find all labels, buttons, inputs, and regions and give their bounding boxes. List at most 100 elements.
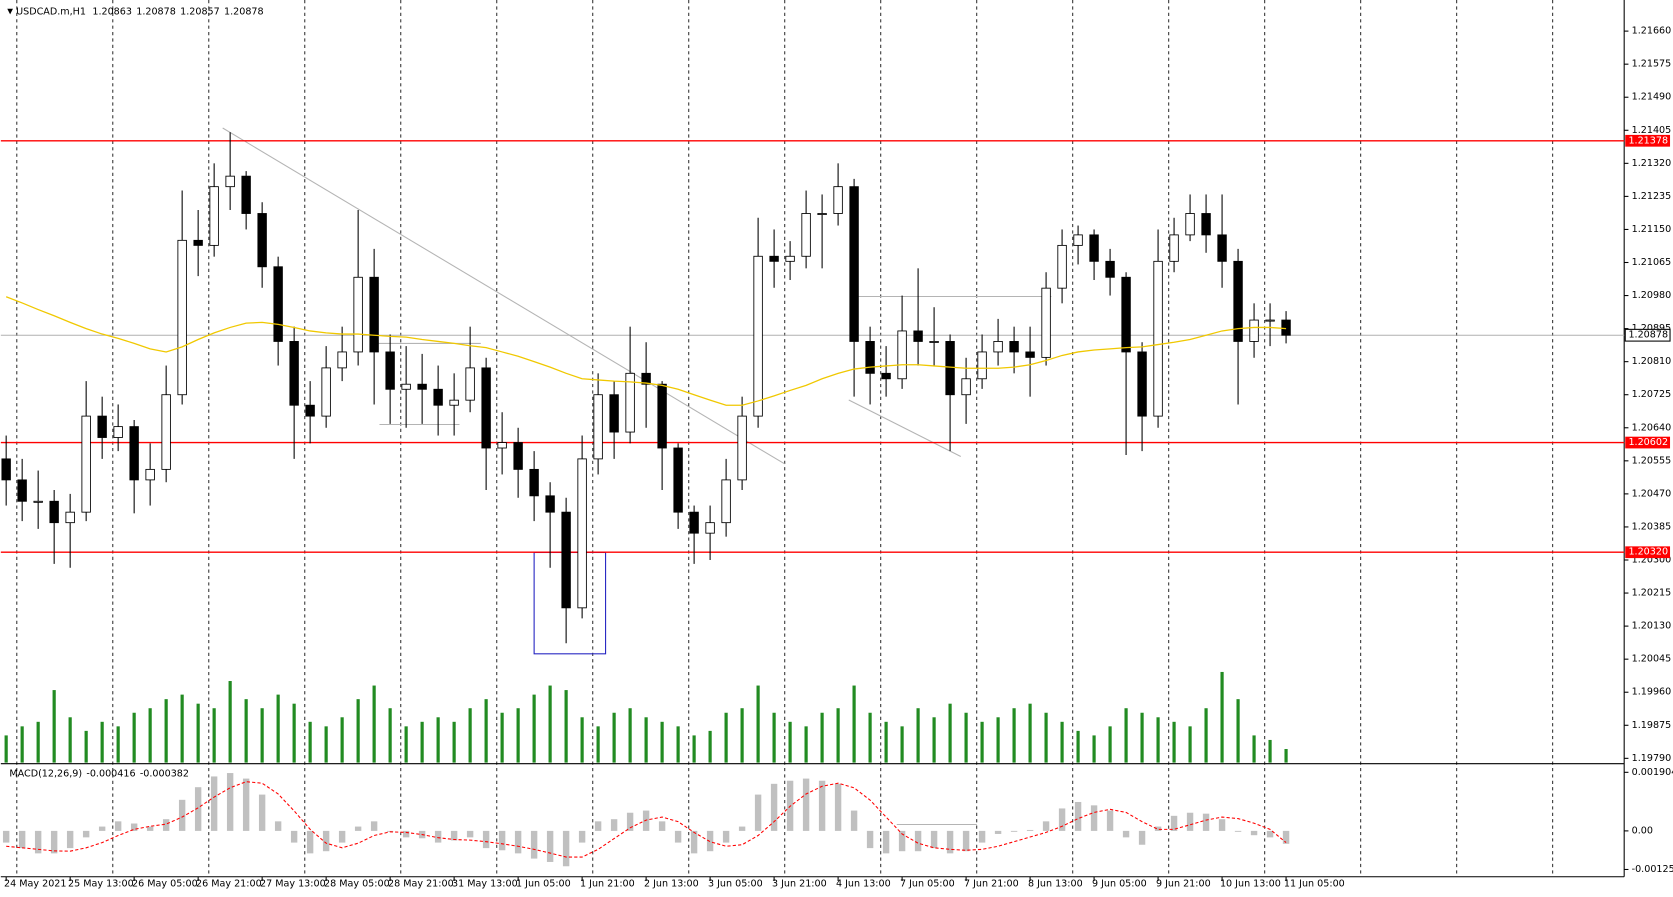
volume-bar xyxy=(1044,712,1048,763)
candle-body xyxy=(65,511,75,524)
candle-body xyxy=(353,276,363,353)
volume-bar xyxy=(228,681,232,763)
y-tick-label: 1.21150 xyxy=(1632,224,1672,235)
macd-bar xyxy=(610,819,618,831)
macd-bar xyxy=(66,830,74,849)
macd-bar xyxy=(1090,805,1098,831)
volume-bar xyxy=(100,721,104,763)
candle-body xyxy=(753,255,763,417)
macd-bar xyxy=(178,799,186,831)
candle-body xyxy=(97,415,107,438)
macd-bar xyxy=(850,810,858,831)
quote: 1.20857 xyxy=(180,6,220,17)
macd-bar xyxy=(2,830,10,843)
macd-bar xyxy=(482,830,490,849)
macd-bar xyxy=(1138,830,1146,845)
macd-bar xyxy=(1282,830,1290,844)
macd-bar xyxy=(802,778,810,831)
candle-body xyxy=(769,255,779,262)
volume-bar xyxy=(788,721,792,763)
candle-body xyxy=(1105,260,1115,278)
candle-body xyxy=(1057,244,1067,289)
volume-bar xyxy=(1012,708,1016,763)
candle-body xyxy=(849,186,859,342)
macd-bar xyxy=(626,812,634,831)
x-tick-label: 1 Jun 21:00 xyxy=(580,879,635,890)
macd-bar xyxy=(354,826,362,831)
candle-body xyxy=(449,399,459,406)
macd-tick-label: 0.00 xyxy=(1632,825,1653,836)
volume-bar xyxy=(1284,749,1288,763)
macd-bar xyxy=(962,830,970,852)
macd-bar xyxy=(370,821,378,831)
x-tick-label: 28 May 21:00 xyxy=(388,879,454,890)
volume-bar xyxy=(596,726,600,763)
volume-bar xyxy=(436,717,440,763)
y-tick-label: 1.21320 xyxy=(1632,158,1672,169)
volume-bar xyxy=(4,735,8,763)
macd-bar xyxy=(658,821,666,831)
macd-bar xyxy=(690,830,698,854)
x-tick-label: 9 Jun 05:00 xyxy=(1092,879,1147,890)
y-tick-label: 1.19875 xyxy=(1632,720,1672,731)
y-tick-label: 1.21575 xyxy=(1632,59,1672,70)
volume-bar xyxy=(164,699,168,763)
candle-body xyxy=(737,415,747,481)
volume-bar xyxy=(292,703,296,763)
volume-bar xyxy=(532,694,536,763)
candle-body xyxy=(481,367,491,449)
volume-bar xyxy=(548,685,552,763)
volume-bar xyxy=(324,726,328,763)
candle-body xyxy=(961,378,971,396)
candle-body xyxy=(881,372,891,380)
macd-bar xyxy=(866,830,874,849)
volume-bar xyxy=(804,726,808,763)
candle-body xyxy=(1009,341,1019,353)
volume-bar xyxy=(1060,721,1064,763)
volume-bar xyxy=(1204,708,1208,763)
macd-bar xyxy=(1122,830,1130,838)
candle-body xyxy=(1265,319,1275,322)
macd-bar xyxy=(1010,830,1018,832)
volume-bar xyxy=(676,726,680,763)
candle-body xyxy=(1089,234,1099,262)
volume-bar xyxy=(1124,708,1128,763)
macd-bar xyxy=(82,830,90,838)
candle-body xyxy=(177,239,187,396)
macd-bar xyxy=(514,830,522,854)
volume-bar xyxy=(36,721,40,763)
candle-body xyxy=(161,394,171,470)
volume-bar xyxy=(1252,735,1256,763)
volume-bar xyxy=(356,699,360,763)
macd-bar xyxy=(1042,821,1050,831)
candle-body xyxy=(929,341,939,343)
volume-bar xyxy=(964,712,968,763)
volume-bar xyxy=(868,712,872,763)
volume-bar xyxy=(1188,726,1192,763)
volume-bar xyxy=(500,712,504,763)
y-tick-label: 1.20980 xyxy=(1632,290,1672,301)
macd-bar xyxy=(994,830,1002,834)
candle-body xyxy=(945,341,955,396)
macd-bar xyxy=(1170,815,1178,831)
candle-body xyxy=(577,458,587,609)
macd-bar xyxy=(306,830,314,854)
candle-body xyxy=(897,330,907,380)
x-tick-label: 9 Jun 21:00 xyxy=(1156,879,1211,890)
candle-body xyxy=(385,351,395,390)
macd-bar xyxy=(1202,813,1210,831)
volume-bar xyxy=(388,708,392,763)
candle-body xyxy=(33,500,43,503)
macd-bar xyxy=(402,830,410,838)
volume-bar xyxy=(1236,699,1240,763)
x-tick-label: 7 Jun 21:00 xyxy=(964,879,1019,890)
volume-bar xyxy=(308,721,312,763)
candle-body xyxy=(1041,287,1051,358)
volume-bar xyxy=(724,712,728,763)
current-price-tag xyxy=(1624,328,1671,342)
y-tick-label: 1.20045 xyxy=(1632,654,1672,665)
x-tick-label: 31 May 13:00 xyxy=(452,879,518,890)
macd-bar xyxy=(130,823,138,831)
chart-header: ▼ USDCAD.m,H1 1.20863 1.20878 1.20857 1.20878 xyxy=(7,6,263,17)
candle-body xyxy=(673,447,683,513)
